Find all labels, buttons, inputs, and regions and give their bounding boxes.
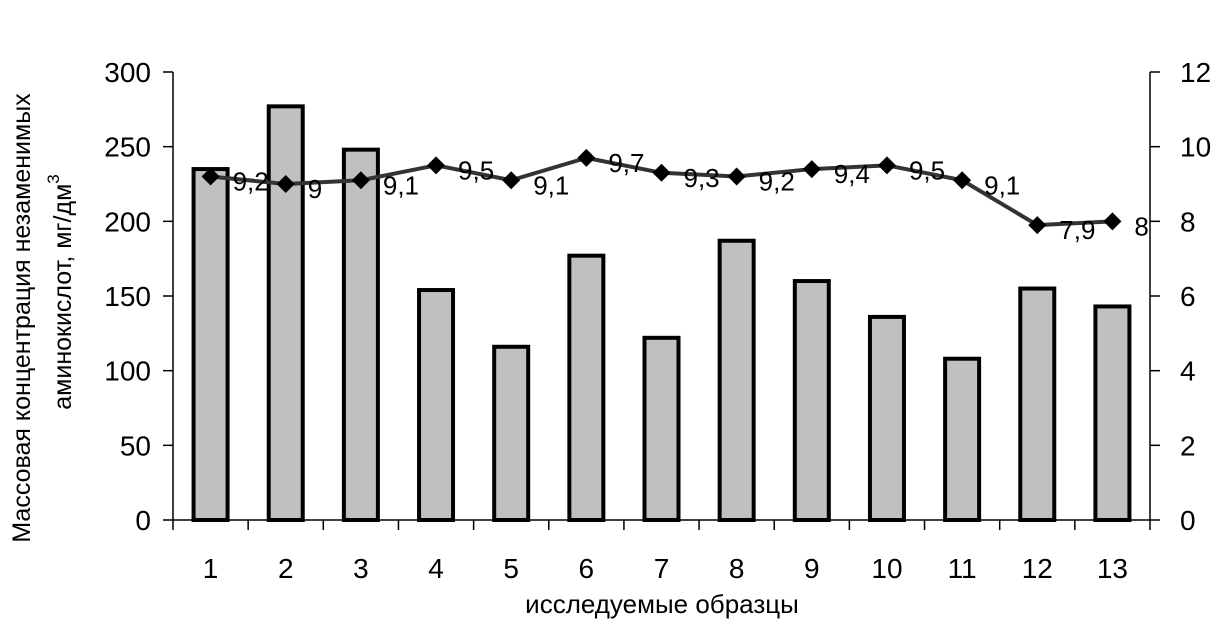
line-marker bbox=[276, 175, 295, 193]
left-axis-tick-label: 200 bbox=[104, 206, 151, 237]
line-marker bbox=[1028, 216, 1047, 235]
x-axis-tick-label: 1 bbox=[203, 553, 219, 584]
left-axis-tick-label: 250 bbox=[104, 132, 151, 163]
bar bbox=[717, 238, 756, 522]
x-axis-tick-label: 6 bbox=[579, 553, 595, 584]
line-marker bbox=[877, 156, 896, 175]
line-data-label: 9,3 bbox=[684, 163, 720, 193]
line-data-label: 9,2 bbox=[233, 167, 269, 197]
x-axis-tick-label: 10 bbox=[871, 553, 902, 584]
right-axis-tick-label: 2 bbox=[1180, 430, 1196, 461]
right-axis-tick-label: 12 bbox=[1180, 57, 1211, 88]
bar bbox=[417, 288, 456, 522]
x-axis-tick-label: 3 bbox=[353, 553, 369, 584]
line-marker bbox=[201, 167, 220, 186]
left-axis-tick-label: 100 bbox=[104, 356, 151, 387]
line-marker bbox=[427, 156, 446, 175]
line-marker bbox=[727, 167, 746, 186]
line-data-label: 9,5 bbox=[909, 155, 945, 185]
data-labels: 9,2 9 9,1 9,5 9,1 9,7 9,3 9,2 9,4 9,5 9,1 7,9 8 bbox=[233, 148, 1149, 245]
line-data-label: 9,2 bbox=[759, 167, 795, 197]
left-axis-tick-label: 300 bbox=[104, 57, 151, 88]
right-axis-tick-label: 8 bbox=[1180, 206, 1196, 237]
y-axis-title-line-1: Массовая концентрация незаменимых bbox=[8, 93, 36, 543]
x-axis-tick-label: 8 bbox=[729, 553, 745, 584]
line-marker bbox=[577, 148, 596, 167]
bar bbox=[266, 104, 305, 522]
line-data-label: 8 bbox=[1134, 211, 1148, 241]
x-axis-tick-label: 2 bbox=[278, 553, 294, 584]
line-marker bbox=[652, 163, 671, 182]
bar bbox=[867, 314, 906, 523]
line-data-label: 7,9 bbox=[1059, 215, 1095, 245]
bar bbox=[492, 344, 531, 523]
line-marker bbox=[351, 171, 370, 190]
bar bbox=[191, 167, 230, 522]
line-data-label: 9,1 bbox=[984, 170, 1020, 200]
y-axis-title-superscript: 3 bbox=[44, 174, 63, 183]
x-axis-tick-label: 7 bbox=[654, 553, 670, 584]
x-axis-tick-label: 5 bbox=[503, 553, 519, 584]
bar-series bbox=[191, 104, 1132, 523]
x-axis-tick-label: 11 bbox=[948, 553, 977, 584]
line-data-label: 9,5 bbox=[458, 155, 494, 185]
left-axis-tick-label: 150 bbox=[104, 281, 151, 312]
x-axis-tick-label: 12 bbox=[1022, 553, 1053, 584]
x-axis-title: исследуемые образцы bbox=[525, 589, 799, 619]
x-axis-tick-label: 9 bbox=[804, 553, 820, 584]
line-marker bbox=[953, 171, 972, 190]
right-axis-tick-label: 4 bbox=[1180, 356, 1196, 387]
line-series bbox=[201, 148, 1122, 235]
right-axis-tick-label: 10 bbox=[1180, 132, 1211, 163]
right-axis-tick-label: 0 bbox=[1180, 505, 1196, 536]
right-axis-tick-label: 6 bbox=[1180, 281, 1196, 312]
left-axis-tick-label: 50 bbox=[120, 430, 151, 461]
line-data-label: 9,1 bbox=[383, 170, 419, 200]
bar bbox=[341, 147, 380, 523]
y-axis-title-unit: аминокислот, мг/дм bbox=[49, 184, 77, 410]
bar bbox=[943, 356, 982, 522]
line-marker bbox=[1103, 212, 1122, 231]
x-axis-tick-label: 4 bbox=[428, 553, 444, 584]
x-axis-tick-label: 13 bbox=[1097, 553, 1128, 584]
line-marker bbox=[502, 171, 521, 190]
bar bbox=[1093, 304, 1132, 522]
bar bbox=[567, 253, 606, 522]
line-marker bbox=[802, 160, 821, 179]
bar bbox=[792, 279, 831, 523]
bar bbox=[642, 335, 681, 522]
bar bbox=[1018, 286, 1057, 522]
y-axis-title-line-2: аминокислот, мг/дм3 bbox=[44, 174, 77, 409]
line-data-label: 9,1 bbox=[533, 170, 569, 200]
left-axis-tick-label: 0 bbox=[135, 505, 151, 536]
line-data-label: 9 bbox=[308, 174, 322, 204]
line-data-label: 9,7 bbox=[608, 148, 644, 178]
line-data-label: 9,4 bbox=[834, 159, 870, 189]
